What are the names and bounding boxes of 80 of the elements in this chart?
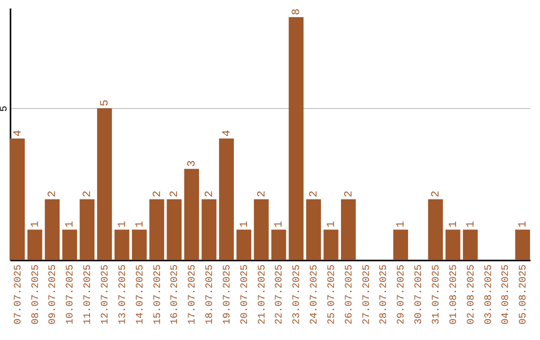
bar [202, 199, 216, 260]
data-label: 2 [169, 190, 182, 198]
data-label: 2 [308, 190, 321, 198]
data-label: 1 [116, 220, 129, 228]
x-tick-label: 26.07.2025 [344, 264, 356, 325]
x-tick-label: 31.07.2025 [431, 264, 442, 325]
data-label: 1 [396, 220, 408, 228]
x-tick-label: 24.07.2025 [310, 264, 321, 325]
data-label: 4 [221, 130, 234, 137]
bar [132, 230, 147, 260]
data-label: 1 [274, 220, 286, 228]
bar [288, 17, 304, 260]
data-label: 5 [100, 100, 112, 106]
data-label: 8 [291, 8, 304, 16]
x-tick-label: 13.07.2025 [118, 264, 129, 325]
bar [27, 230, 42, 260]
data-label: 1 [30, 220, 42, 228]
data-label: 3 [186, 160, 199, 167]
bar [236, 230, 252, 260]
bar [446, 230, 460, 260]
data-label: 2 [343, 190, 356, 198]
data-label: 1 [448, 220, 460, 228]
x-tick-label: 21.07.2025 [257, 264, 268, 325]
bar [114, 230, 130, 260]
bar [166, 199, 182, 260]
data-label: 1 [518, 220, 530, 228]
x-tick-label: 15.07.2025 [152, 264, 164, 325]
bar [306, 199, 321, 260]
bar [428, 199, 443, 260]
data-label: 2 [204, 190, 216, 198]
data-label: 1 [465, 220, 478, 228]
bar [271, 230, 286, 260]
x-tick-label: 22.07.2025 [274, 264, 286, 325]
x-tick-label: 04.08.2025 [501, 264, 512, 325]
x-tick-label: 20.07.2025 [240, 264, 251, 325]
x-tick-label: 28.07.2025 [379, 264, 390, 325]
x-tick-label: 27.07.2025 [362, 264, 373, 325]
x-tick-label: 02.08.2025 [466, 264, 478, 325]
x-tick-label: 07.07.2025 [13, 264, 24, 325]
x-tick-label: 17.07.2025 [188, 264, 199, 325]
data-label: 2 [82, 190, 94, 198]
data-label: 1 [64, 220, 77, 228]
x-tick-label: 23.07.2025 [292, 264, 304, 325]
data-label: 2 [47, 190, 60, 198]
bar [393, 230, 408, 260]
data-label: 1 [134, 220, 146, 228]
bar [515, 230, 530, 260]
x-tick-label: 12.07.2025 [100, 264, 112, 325]
data-label: 4 [12, 130, 24, 137]
x-tick-label: 18.07.2025 [205, 264, 216, 325]
bar [97, 108, 112, 260]
x-tick-label: 01.08.2025 [448, 264, 460, 325]
bar [254, 199, 269, 260]
data-label: 2 [256, 190, 268, 198]
bar [80, 199, 94, 260]
bar [10, 138, 25, 260]
bar [219, 138, 234, 260]
x-tick-label: 19.07.2025 [222, 264, 234, 325]
data-label: 2 [430, 190, 442, 198]
x-tick-label: 08.07.2025 [30, 264, 42, 325]
data-label: 1 [238, 220, 251, 228]
x-tick-label: 14.07.2025 [135, 264, 146, 325]
data-label: 1 [326, 220, 338, 228]
bar [44, 199, 60, 260]
bar [62, 230, 78, 260]
x-tick-label: 25.07.2025 [326, 264, 338, 325]
x-tick-label: 05.08.2025 [518, 264, 530, 325]
x-tick-label: 10.07.2025 [66, 264, 77, 325]
x-tick-label: 16.07.2025 [170, 264, 182, 325]
x-tick-label: 29.07.2025 [396, 264, 408, 325]
bar [462, 230, 478, 260]
x-tick-label: 30.07.2025 [414, 264, 426, 325]
bar [184, 168, 200, 260]
data-label: 2 [152, 190, 164, 198]
bar [324, 230, 338, 260]
bar [149, 199, 164, 260]
x-tick-label: 09.07.2025 [48, 264, 60, 325]
bar [340, 199, 356, 260]
x-tick-label: 03.08.2025 [484, 264, 495, 325]
x-tick-label: 11.07.2025 [83, 264, 94, 325]
